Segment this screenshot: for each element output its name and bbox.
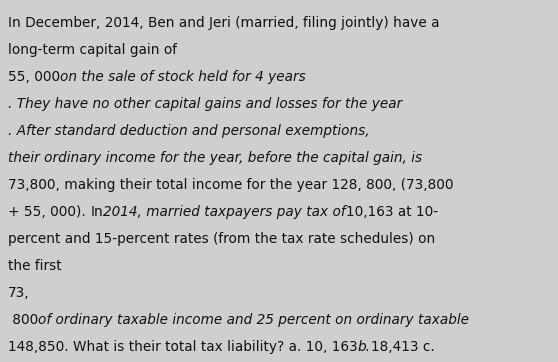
Text: 73,800, making their total income for the year 128, 800, (73,800: 73,800, making their total income for th… [8, 178, 454, 192]
Text: the first: the first [8, 259, 61, 273]
Text: percent and 15-percent rates (from the tax rate schedules) on: percent and 15-percent rates (from the t… [8, 232, 435, 246]
Text: 55, 000: 55, 000 [8, 70, 60, 84]
Text: 148,850. What is their total tax liability? a. 10, 163: 148,850. What is their total tax liabili… [8, 340, 358, 354]
Text: on the sale of stock held for 4 years: on the sale of stock held for 4 years [60, 70, 306, 84]
Text: long-term capital gain of: long-term capital gain of [8, 43, 177, 57]
Text: 18,413 c.: 18,413 c. [371, 340, 434, 354]
Text: of ordinary taxable income and 25 percent on ordinary taxable: of ordinary taxable income and 25 percen… [39, 313, 469, 327]
Text: + 55, 000).: + 55, 000). [8, 205, 90, 219]
Text: 73,: 73, [8, 286, 30, 300]
Text: their ordinary income for the year, before the capital gain, is: their ordinary income for the year, befo… [8, 151, 422, 165]
Text: In December, 2014, Ben and Jeri (married, filing jointly) have a: In December, 2014, Ben and Jeri (married… [8, 16, 440, 30]
Text: 800: 800 [8, 313, 39, 327]
Text: In: In [90, 205, 103, 219]
Text: . After standard deduction and personal exemptions,: . After standard deduction and personal … [8, 124, 369, 138]
Text: 10,163 at 10-: 10,163 at 10- [345, 205, 437, 219]
Text: . They have no other capital gains and losses for the year: . They have no other capital gains and l… [8, 97, 402, 111]
Text: b.: b. [358, 340, 371, 354]
Text: 2014, married taxpayers pay tax of: 2014, married taxpayers pay tax of [103, 205, 345, 219]
